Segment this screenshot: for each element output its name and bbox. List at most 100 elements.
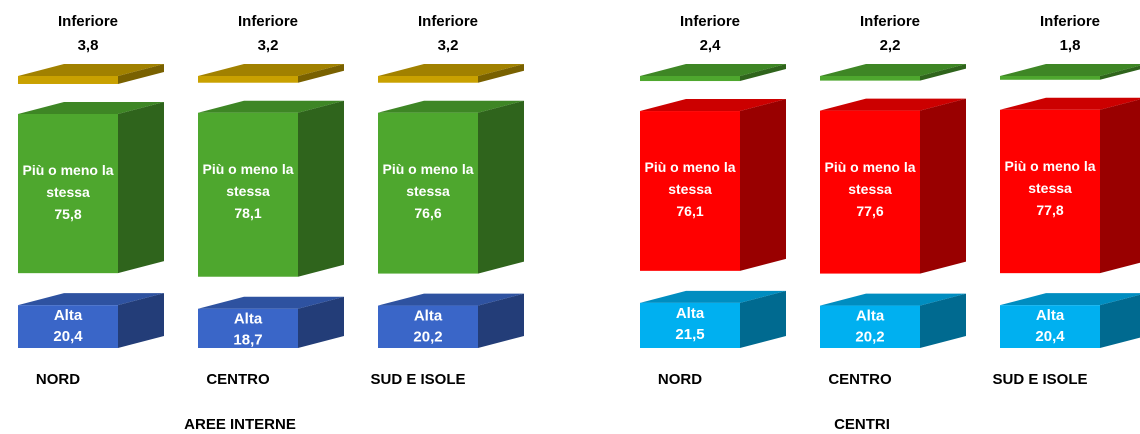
bar-front [378,305,478,348]
category-label: NORD [658,371,702,388]
bar-front [198,112,298,277]
bar-front [378,112,478,274]
value-label: 20,2 [855,329,884,346]
bar-segment [378,64,524,83]
value-label: 77,8 [1036,201,1064,218]
bar-front [198,76,298,83]
category-label: SUD E ISOLE [992,371,1087,388]
bar-front [1000,76,1100,80]
segment-name: Inferiore [238,13,298,30]
bar-top [1000,64,1140,76]
bar-front [18,305,118,348]
bar-side [740,290,786,348]
segment-name: Inferiore [1040,13,1100,30]
segment-name: Più o meno la stessa [202,160,294,199]
value-label: 3,8 [78,37,99,54]
value-label: 75,8 [54,205,82,222]
bar-top [18,293,164,306]
bar-top [378,293,524,306]
bar-segment [198,296,344,348]
segment-label: Più o meno la stessa 77,6 [824,159,915,219]
bar-side [920,64,966,81]
bar-segment [820,293,966,348]
bar-front [640,302,740,348]
value-label: 20,4 [1035,328,1065,345]
bar-side [298,100,344,277]
group-title: CENTRI [834,416,890,433]
segment-name: Alta [676,305,705,322]
value-label: 3,2 [438,37,459,54]
bar-segment [1000,293,1140,348]
value-label: 20,2 [413,329,442,346]
bar-top [378,64,524,76]
bar-segment [198,64,344,83]
segment-name: Inferiore [680,13,740,30]
group-title: AREE INTERNE [184,416,296,433]
bar-top [640,99,786,112]
bar-front [1000,109,1100,274]
bar-top [198,64,344,76]
bar-top [820,64,966,76]
bar-side [298,296,344,348]
bar-top [640,64,786,76]
segment-name: Più o meno la stessa [382,160,474,199]
segment-name: Alta [1036,307,1065,324]
bar-front [1000,305,1100,348]
bar-front [18,76,118,84]
bar-side [1100,65,1140,80]
segment-name: Alta [414,308,443,325]
bar-front [640,111,740,271]
value-label: 2,4 [700,37,722,54]
bar-top [198,296,344,309]
value-label: 76,6 [414,204,442,221]
segment-name: Alta [234,311,263,328]
bar-top [18,64,164,76]
bar-top [198,100,344,113]
value-label: 20,4 [53,328,83,345]
category-label: NORD [36,371,80,388]
bar-side [1100,99,1140,274]
bar-segment [378,293,524,348]
bar-top [1000,293,1140,306]
bar-segment [820,98,966,274]
segment-name: Alta [856,308,885,325]
bar-side [118,64,164,84]
bar-side [740,99,786,271]
segment-label: Più o meno la stessa 75,8 [22,161,114,222]
segment-name: Più o meno la stessa [22,161,114,200]
segment-name: Alta [54,307,83,324]
bar-front [820,305,920,348]
bar-side [920,98,966,274]
bar-segment [640,64,786,82]
bar-segment [820,64,966,81]
segment-name: Inferiore [418,13,478,30]
bar-side [478,100,524,274]
bar-segment [18,293,164,348]
bar-front [18,113,118,274]
bar-segment [640,99,786,271]
bar-side [118,293,164,348]
segment-label: Più o meno la stessa 77,8 [1004,157,1096,218]
segment-name: Inferiore [860,13,920,30]
value-label: 76,1 [676,203,704,220]
bar-top [378,100,524,113]
bar-segment [18,64,164,84]
bar-top [640,290,786,303]
value-label: 18,7 [233,332,262,349]
bar-front [378,76,478,83]
bar-top [820,293,966,306]
bar-segment [1000,64,1140,80]
bar-top [1000,97,1140,110]
bar-front [198,308,298,348]
segment-name: Più o meno la stessa [644,159,736,198]
bar-segment [18,101,164,274]
bar-front [640,76,740,82]
segment-name: Inferiore [58,13,118,30]
bar-side [478,293,524,348]
bar-front [820,76,920,81]
bar-side [920,293,966,348]
category-label: SUD E ISOLE [370,371,465,388]
segment-name: Più o meno la stessa [1004,157,1096,196]
value-label: 21,5 [675,326,704,343]
